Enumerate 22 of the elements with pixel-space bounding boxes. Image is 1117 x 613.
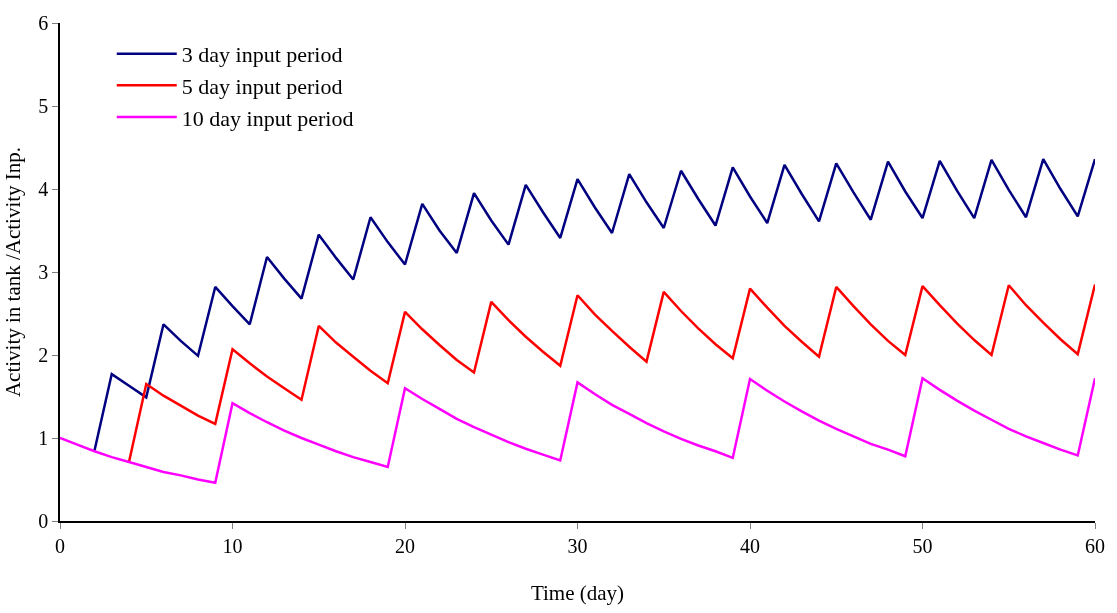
x-tick-label: 60	[1085, 534, 1105, 557]
y-tick-label: 3	[38, 261, 49, 283]
x-axis-title: Time (day)	[530, 581, 625, 606]
y-tick-label: 2	[38, 344, 49, 366]
line-series	[60, 376, 1095, 485]
y-tick-label: 6	[38, 12, 49, 34]
legend-label: 3 day input period	[181, 42, 343, 68]
line-series	[93, 157, 1095, 452]
x-tick-label: 0	[55, 534, 65, 557]
legend-label: 5 day input period	[181, 73, 343, 99]
line-series	[127, 283, 1095, 464]
y-tick-label: 0	[38, 510, 49, 532]
y-axis-title: Activity in tank /Activity Inp.	[0, 146, 25, 398]
y-tick-label: 1	[38, 427, 49, 449]
x-tick-label: 40	[740, 534, 760, 557]
x-tick-label: 20	[395, 534, 415, 557]
legend-label: 10 day input period	[181, 105, 354, 131]
x-tick-label: 50	[912, 534, 933, 557]
y-tick-label: 5	[38, 95, 49, 117]
x-tick-label: 30	[567, 534, 588, 557]
y-tick-label: 4	[38, 178, 49, 200]
x-tick-label: 10	[222, 534, 243, 557]
